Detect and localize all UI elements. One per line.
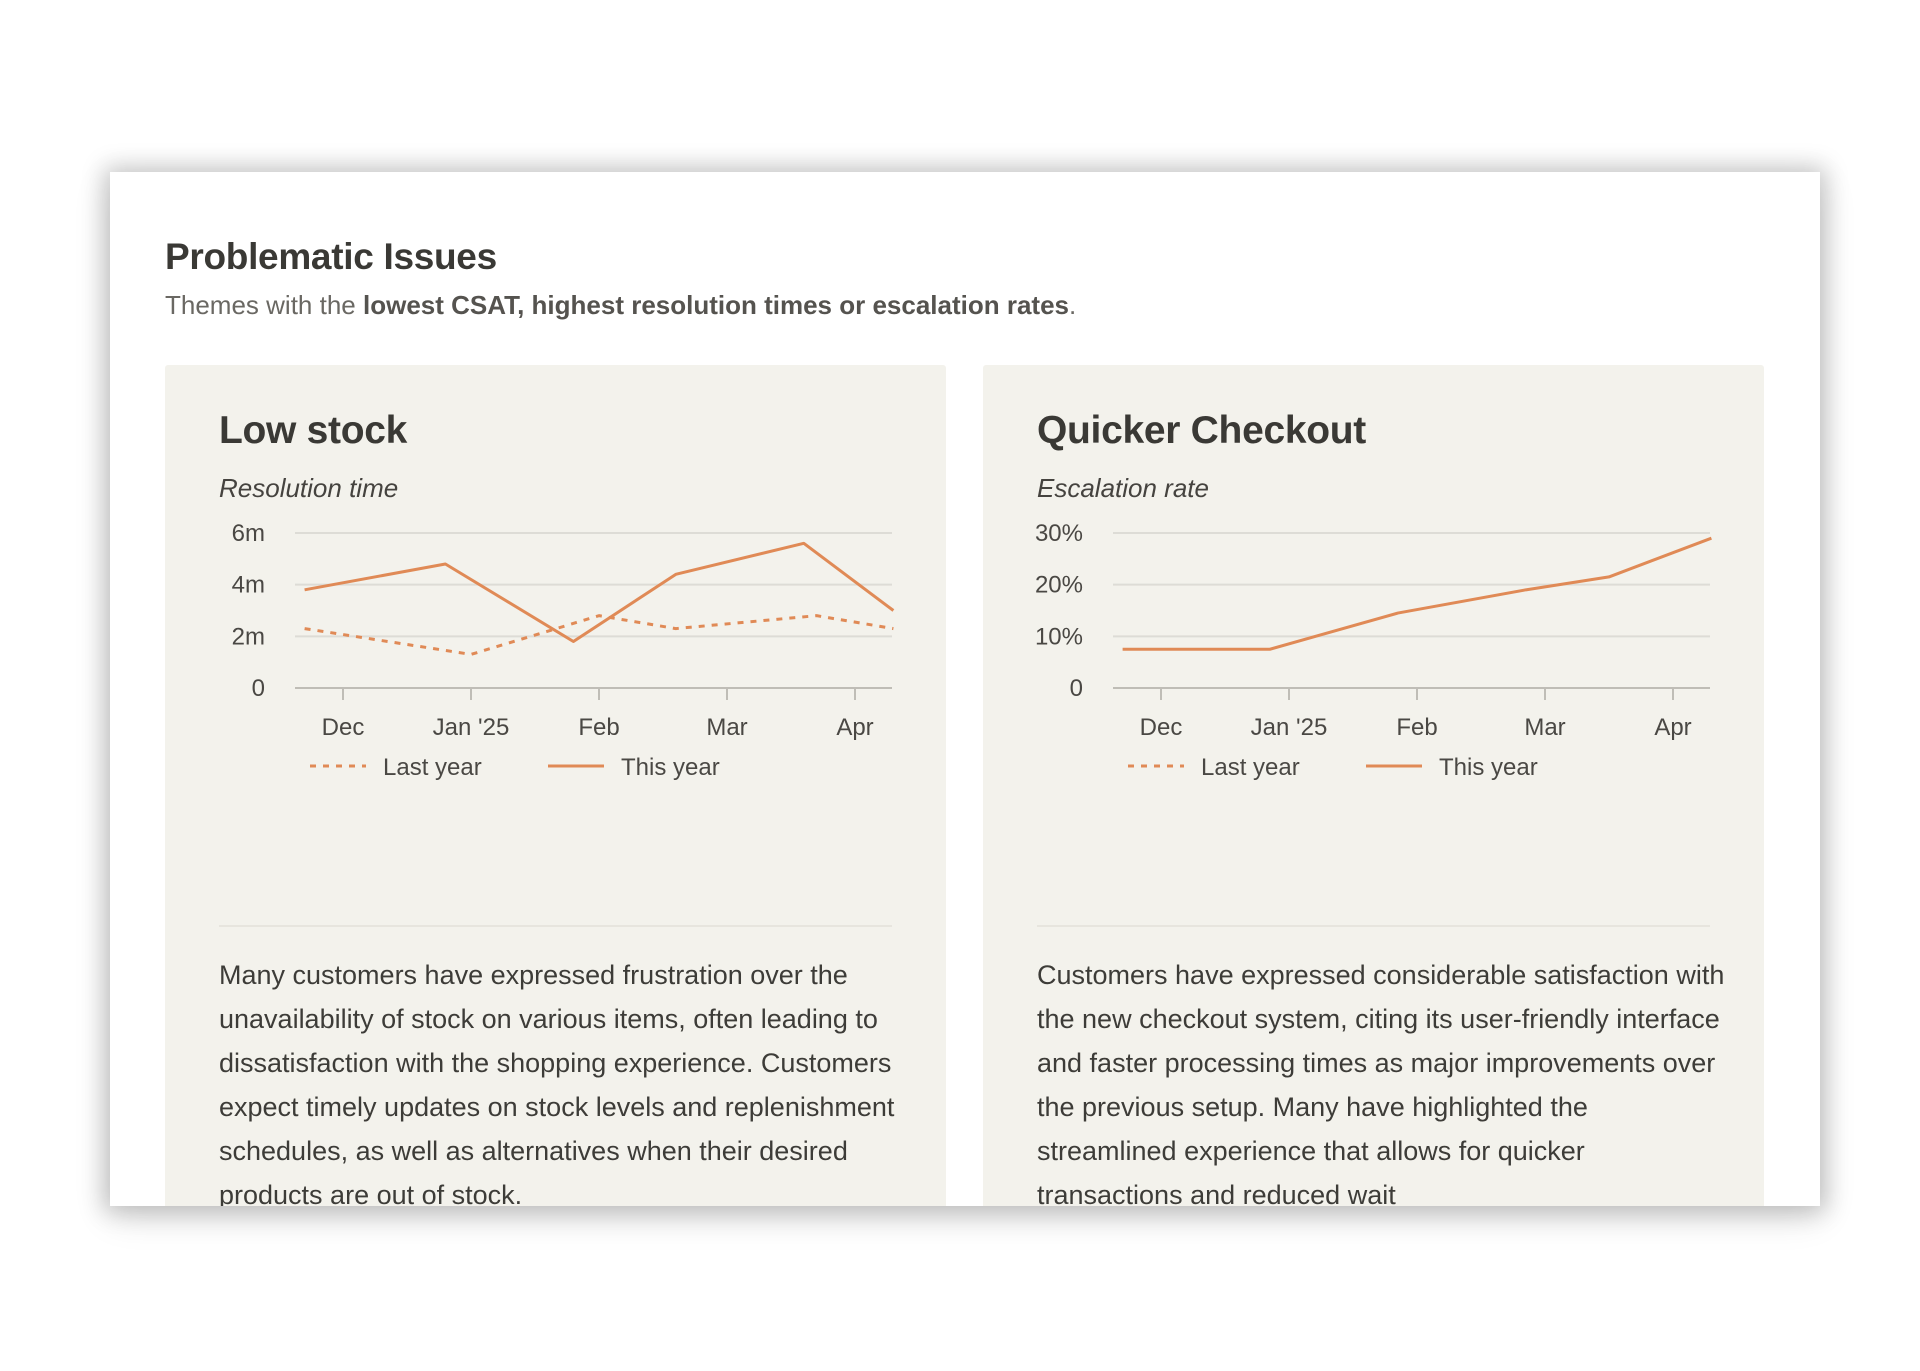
x-tick-label: Apr — [1654, 714, 1691, 741]
legend-label: Last year — [383, 754, 482, 781]
legend-label: This year — [621, 754, 720, 781]
x-tick-label: Jan '25 — [433, 714, 510, 741]
series-line-this-year — [1122, 536, 1712, 651]
x-tick-label: Dec — [322, 714, 365, 741]
x-tick-label: Feb — [578, 714, 619, 741]
subtitle-emphasis: lowest CSAT, highest resolution times or… — [362, 290, 1070, 320]
metric-label: Escalation rate — [1037, 473, 1209, 503]
card-title: Low stock — [219, 409, 407, 452]
card-summary: Many customers have expressed frustratio… — [219, 960, 895, 1206]
legend-label: This year — [1439, 754, 1538, 781]
card-title: Quicker Checkout — [1037, 409, 1366, 452]
x-tick-label: Dec — [1140, 714, 1183, 741]
x-tick-label: Apr — [836, 714, 873, 741]
theme-card-quicker-checkout[interactable]: Quicker Checkout Escalation rate 0 10% 20%… — [983, 365, 1764, 1206]
x-tick-label: Feb — [1396, 714, 1437, 741]
problematic-issues-panel: Problematic Issues Themes with the lowes… — [110, 172, 1820, 1206]
card-divider — [219, 925, 892, 927]
x-tick-label: Mar — [706, 714, 747, 741]
x-tick-label: Jan '25 — [1251, 714, 1328, 741]
card-divider — [1037, 925, 1710, 927]
y-tick-label: 10% — [1035, 623, 1083, 650]
subtitle-suffix: . — [1069, 290, 1077, 320]
series-line-this-year — [304, 541, 895, 643]
card-summary: Customers have expressed considerable sa… — [1037, 960, 1725, 1206]
series-line-last-year — [304, 614, 894, 656]
y-tick-label: 20% — [1035, 572, 1083, 599]
subtitle-prefix: Themes with the — [165, 290, 363, 320]
y-tick-label: 6m — [232, 520, 265, 547]
legend-label: Last year — [1201, 754, 1300, 781]
escalation-rate-chart: 0 10% 20% 30% Dec Jan '25 Feb Mar Apr Last year Th… — [1035, 520, 1712, 781]
section-subtitle: Themes with the lowest CSAT, highest res… — [165, 290, 1076, 321]
y-tick-label: 30% — [1035, 520, 1083, 547]
y-tick-label: 0 — [1070, 675, 1083, 702]
resolution-time-chart: 0 2m 4m 6m Dec Jan '25 Feb Mar Apr Last year This … — [232, 520, 895, 781]
metric-label: Resolution time — [219, 473, 399, 503]
y-tick-label: 0 — [252, 675, 265, 702]
y-tick-label: 4m — [232, 572, 265, 599]
theme-card-low-stock[interactable]: Low stock Resolution time 0 2m 4m 6m Dec Jan … — [165, 365, 946, 1206]
section-title: Problematic Issues — [165, 236, 497, 277]
y-tick-label: 2m — [232, 623, 265, 650]
x-tick-label: Mar — [1524, 714, 1565, 741]
